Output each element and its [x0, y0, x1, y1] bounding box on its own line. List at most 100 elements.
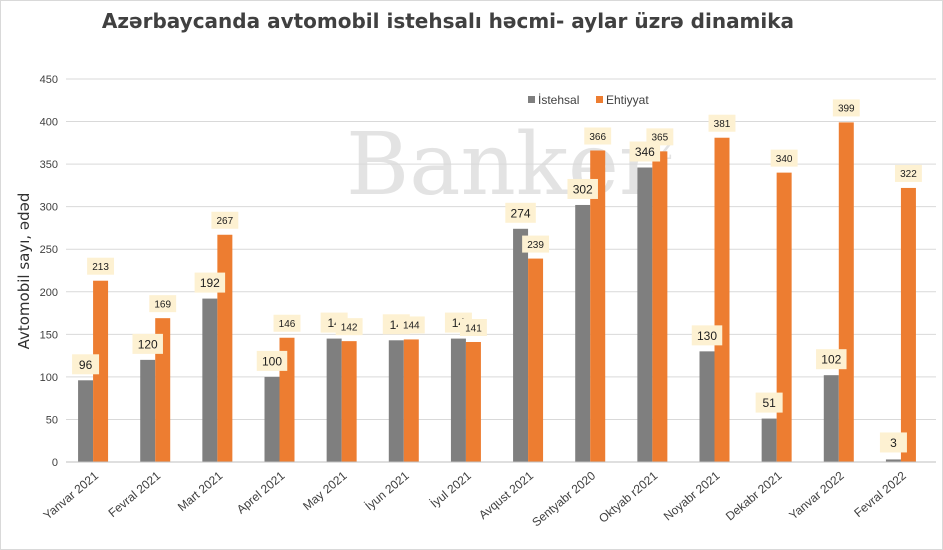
x-tick-label: Sentyabr 2020: [529, 468, 598, 529]
chart-title: Azərbaycanda avtomobil istehsalı həcmi- …: [102, 9, 794, 33]
y-tick-label: 300: [40, 202, 58, 214]
bar-istehsal: [140, 359, 156, 462]
legend-swatch-istehsal: [528, 96, 535, 103]
data-label-box: [211, 211, 239, 229]
bar-istehsal: [637, 167, 653, 462]
data-label-box: [335, 318, 363, 336]
data-label: 399: [838, 104, 855, 115]
data-label-box: [132, 333, 163, 354]
data-label-box: [646, 128, 674, 146]
x-tick-label: Yanvar 2021: [41, 468, 102, 522]
y-tick-label: 250: [40, 244, 58, 256]
data-label: 120: [138, 337, 158, 351]
bar-ehtiyyat: [590, 150, 606, 462]
x-tick-label: İyul 2021: [428, 468, 475, 510]
bar-istehsal: [202, 298, 218, 462]
data-label-box: [879, 432, 907, 453]
y-axis: 0 50 100 150 200 250 300 350 400 450: [40, 74, 58, 469]
data-label: 100: [262, 354, 282, 368]
bar-istehsal: [326, 338, 342, 462]
bar-istehsal: [78, 380, 94, 462]
bar-ehtiyyat: [652, 151, 668, 462]
data-label-box: [691, 325, 723, 346]
bar-istehsal: [264, 376, 280, 462]
bar-ehtiyyat: [465, 341, 481, 462]
data-label-box: [770, 149, 798, 167]
bar-ehtiyyat: [900, 187, 916, 463]
y-tick-label: 200: [40, 287, 58, 299]
data-label-box: [522, 235, 550, 253]
x-tick-label: Mart 2021: [175, 468, 226, 514]
y-tick-label: 50: [46, 414, 58, 426]
data-label-box: [567, 178, 598, 199]
bar-istehsal: [885, 459, 901, 462]
data-label-box: [72, 354, 100, 375]
data-label: 267: [217, 216, 234, 227]
data-label: 381: [714, 119, 731, 130]
data-label: 102: [821, 353, 841, 367]
x-tick-label: Noyabr 2021: [661, 468, 723, 523]
legend-label-istehsal: İstehsal: [538, 93, 579, 107]
bar-ehtiyyat: [528, 258, 544, 462]
bar-istehsal: [513, 228, 529, 462]
bar-ehtiyyat: [838, 122, 854, 462]
x-tick-label: Fevral 2022: [851, 468, 909, 520]
bar-istehsal: [761, 418, 777, 462]
bar-ehtiyyat: [341, 341, 357, 462]
x-tick-label: May 2021: [300, 468, 350, 513]
y-tick-label: 400: [40, 117, 58, 129]
data-label-box: [194, 272, 226, 293]
x-tick-label: Aprel 2021: [234, 468, 288, 516]
data-label: 142: [341, 322, 358, 333]
data-label-box: [832, 99, 860, 117]
y-axis-label: Avtomobil sayı, ədəd: [15, 193, 33, 350]
x-tick-label: İyun 2021: [362, 468, 412, 513]
legend-label-ehtiyyat: Ehtiyyat: [606, 93, 649, 107]
data-label: 346: [635, 145, 655, 159]
y-tick-label: 0: [52, 457, 58, 469]
data-label: 340: [776, 154, 793, 165]
bar-ehtiyyat: [714, 137, 730, 462]
x-tick-label: Fevral 2021: [106, 468, 164, 520]
x-tick-label: Yanvar 2022: [786, 468, 847, 522]
data-label-box: [584, 127, 612, 145]
data-label: 302: [573, 182, 593, 196]
data-label-box: [629, 141, 661, 162]
data-label-box: [459, 318, 487, 336]
data-label: 144: [403, 321, 420, 332]
bar-ehtiyyat: [403, 339, 419, 462]
data-label-box: [256, 350, 288, 371]
bar-ehtiyyat: [217, 234, 233, 462]
bar-istehsal: [699, 351, 715, 462]
data-label: 192: [200, 276, 220, 290]
data-label: 322: [900, 169, 917, 180]
data-label: 146: [279, 319, 296, 330]
y-tick-label: 100: [40, 372, 58, 384]
watermark-text: Banker: [346, 115, 661, 215]
data-label-box: [894, 164, 922, 182]
data-label-box: [149, 295, 177, 313]
bar-ehtiyyat: [776, 172, 792, 462]
data-label: 130: [697, 329, 717, 343]
data-label: 96: [79, 358, 93, 372]
data-label: 239: [527, 240, 544, 251]
bar-istehsal: [450, 338, 466, 462]
data-label: 141: [465, 323, 482, 334]
data-label-box: [397, 316, 425, 334]
data-label-box: [273, 314, 301, 332]
data-label: 365: [652, 133, 669, 144]
x-tick-label: Dekabr 2021: [723, 468, 785, 523]
legend: İstehsal Ehtiyyat: [528, 93, 649, 107]
data-label-box: [816, 349, 847, 370]
data-label-box: [87, 257, 115, 275]
x-tick-label: Oktyab r2021: [596, 468, 660, 525]
data-label-box: [708, 114, 736, 132]
bar-ehtiyyat: [155, 318, 171, 462]
data-label: 169: [154, 299, 171, 310]
watermark-logo: Banker.az: [346, 115, 672, 215]
data-label: 274: [511, 206, 531, 220]
data-label: 366: [589, 132, 606, 143]
